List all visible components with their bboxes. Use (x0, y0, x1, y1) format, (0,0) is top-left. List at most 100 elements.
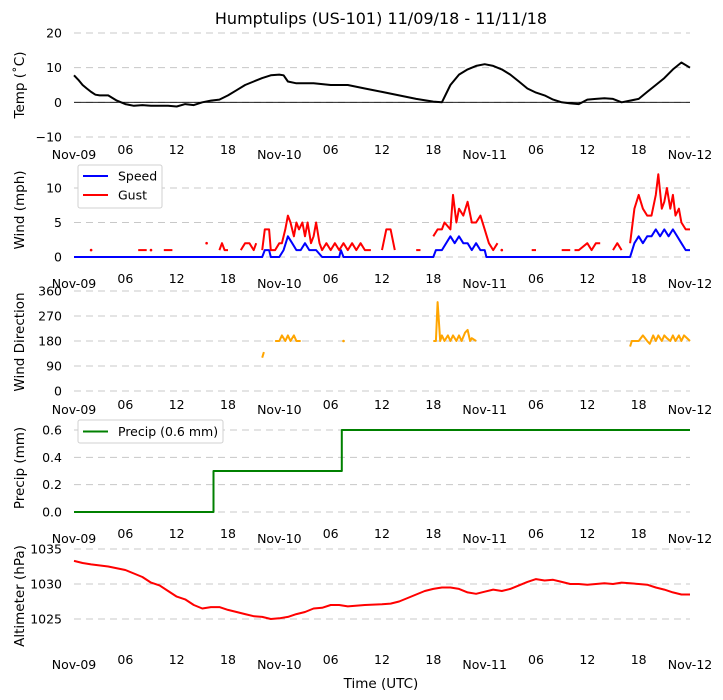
series-precip-0-6-mm (74, 429, 690, 513)
series-line (239, 242, 258, 252)
x-tick-label: 12 (579, 271, 595, 286)
x-tick-label: Nov-12 (668, 147, 712, 162)
x-tick-label: 18 (220, 526, 236, 541)
x-tick-label: 06 (323, 271, 339, 286)
x-tick-label: Nov-12 (668, 402, 712, 417)
panel-wind_direction: 0 90 180 270 360 Wind Direction Nov-09 06 12 18 No… (12, 284, 712, 418)
series-temp (73, 61, 691, 108)
series-line (261, 214, 371, 252)
y-tick-label: 10 (46, 60, 62, 75)
series-line (629, 334, 691, 347)
panel-precip: 0.0 0.2 0.4 0.6 Precip (mm) Nov-09 06 12 18 Nov-1… (12, 419, 712, 546)
series-line (73, 559, 690, 620)
x-tick-label: 12 (579, 397, 595, 412)
series-gust (89, 173, 690, 252)
x-tick-label: 18 (220, 397, 236, 412)
x-tick-label: 18 (425, 397, 441, 412)
x-tick-label: 06 (323, 652, 339, 667)
y-tick-label: 1035 (30, 542, 62, 557)
series-line (275, 334, 301, 342)
x-tick-label: 06 (117, 652, 133, 667)
y-axis-label: Precip (mm) (12, 427, 28, 509)
x-tick-label: Nov-10 (257, 402, 302, 417)
x-tick-label: Nov-11 (462, 276, 506, 291)
y-tick-label: 0.0 (42, 505, 62, 520)
x-tick-label: Nov-09 (52, 531, 97, 546)
x-tick-label: 12 (169, 142, 185, 157)
x-tick-label: 12 (579, 142, 595, 157)
series-line (629, 173, 690, 244)
x-tick-label: 06 (528, 397, 544, 412)
x-tick-label: 18 (220, 271, 236, 286)
series-line (218, 242, 228, 252)
y-axis-label: Wind Direction (12, 292, 28, 391)
x-tick-label: 06 (117, 397, 133, 412)
x-tick-label: Nov-11 (462, 531, 506, 546)
data-point (89, 248, 93, 252)
data-point (205, 241, 208, 245)
y-tick-label: 0 (54, 95, 62, 110)
x-tick-label: 18 (631, 526, 647, 541)
panel-temp: −10 0 10 20 Temp (˚C) Nov-09 06 12 18 Nov-10 06 12 1… (11, 26, 712, 163)
series-speed (74, 228, 690, 258)
legend: Speed Gust (77, 164, 163, 209)
x-tick-label: 18 (425, 271, 441, 286)
x-tick-label: 18 (425, 142, 441, 157)
data-point (149, 248, 153, 252)
y-tick-label: 270 (38, 309, 62, 324)
x-tick-label: 18 (631, 271, 647, 286)
x-tick-label: 18 (631, 652, 647, 667)
x-tick-label: Nov-10 (257, 147, 302, 162)
x-tick-label: Nov-12 (668, 531, 712, 546)
x-tick-label: Nov-09 (52, 276, 97, 291)
y-tick-label: 360 (38, 284, 62, 299)
x-tick-label: 18 (631, 397, 647, 412)
series-line (261, 351, 265, 358)
x-tick-label: 06 (117, 271, 133, 286)
y-axis-label: Wind (mph) (12, 170, 28, 249)
x-tick-label: 12 (374, 526, 390, 541)
y-tick-label: 1030 (30, 577, 62, 592)
x-tick-label: Nov-10 (257, 531, 302, 546)
legend: Precip (0.6 mm) (77, 419, 224, 444)
panel-wind: 0 5 10 Wind (mph) Nov-09 06 12 18 Nov-10 06 12 18 No… (12, 164, 712, 291)
series-line (612, 242, 623, 251)
y-axis-label: Altimeter (hPa) (12, 545, 28, 647)
x-tick-label: 12 (374, 652, 390, 667)
series-line (381, 228, 396, 251)
x-tick-label: Nov-10 (257, 657, 302, 672)
x-tick-label: 06 (528, 271, 544, 286)
series-line (74, 228, 690, 258)
x-tick-label: 12 (374, 142, 390, 157)
y-tick-label: 0 (54, 384, 62, 399)
x-tick-label: Nov-12 (668, 657, 712, 672)
x-tick-label: 12 (169, 271, 185, 286)
x-tick-label: 06 (323, 142, 339, 157)
x-axis-label: Time (UTC) (343, 676, 419, 692)
x-tick-label: Nov-11 (462, 657, 506, 672)
series-line (73, 61, 691, 108)
y-axis-label: Temp (˚C) (11, 52, 28, 120)
x-tick-label: 12 (374, 397, 390, 412)
x-tick-label: 12 (374, 271, 390, 286)
x-tick-label: 06 (117, 142, 133, 157)
x-tick-label: 18 (220, 652, 236, 667)
legend-label: Precip (0.6 mm) (118, 424, 218, 439)
x-tick-label: Nov-09 (52, 657, 97, 672)
series-direction (261, 301, 691, 358)
x-tick-label: Nov-12 (668, 276, 712, 291)
y-tick-label: 5 (54, 215, 62, 230)
figure-title: Humptulips (US-101) 11/09/18 - 11/11/18 (215, 9, 547, 28)
x-tick-label: 18 (220, 142, 236, 157)
legend-box (77, 419, 224, 444)
x-tick-label: Nov-10 (257, 276, 302, 291)
y-tick-label: 10 (46, 181, 62, 196)
x-tick-label: 06 (117, 526, 133, 541)
x-tick-label: 18 (631, 142, 647, 157)
x-tick-label: 12 (169, 652, 185, 667)
series-line (433, 301, 477, 342)
x-tick-label: 06 (528, 526, 544, 541)
y-tick-label: 1025 (30, 612, 62, 627)
x-tick-label: 06 (528, 142, 544, 157)
